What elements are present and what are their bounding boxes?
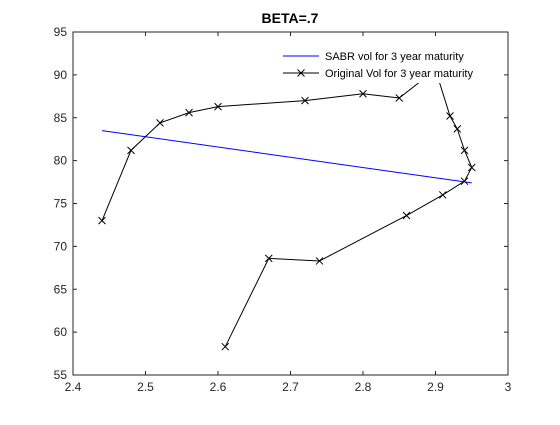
x-tick-label: 3 — [505, 380, 512, 394]
chart-title: BETA=.7 — [262, 10, 319, 26]
y-tick-label: 70 — [54, 239, 68, 253]
legend-label-sabr: SABR vol for 3 year maturity — [325, 51, 464, 63]
y-tick-label: 60 — [54, 325, 68, 339]
plot-area — [73, 32, 508, 375]
y-tick-label: 80 — [54, 154, 68, 168]
y-tick-label: 55 — [54, 368, 68, 382]
x-tick-label: 2.7 — [282, 380, 299, 394]
x-tick-label: 2.8 — [355, 380, 372, 394]
x-tick-label: 2.9 — [427, 380, 444, 394]
y-tick-label: 90 — [54, 68, 68, 82]
x-tick-label: 2.5 — [137, 380, 154, 394]
y-tick-label: 65 — [54, 282, 68, 296]
y-tick-label: 95 — [54, 25, 68, 39]
y-tick-label: 85 — [54, 111, 68, 125]
y-tick-label: 75 — [54, 197, 68, 211]
x-tick-label: 2.4 — [65, 380, 82, 394]
x-tick-label: 2.6 — [210, 380, 227, 394]
legend: SABR vol for 3 year maturity Original Vo… — [280, 43, 497, 83]
legend-label-original: Original Vol for 3 year maturity — [325, 68, 473, 80]
